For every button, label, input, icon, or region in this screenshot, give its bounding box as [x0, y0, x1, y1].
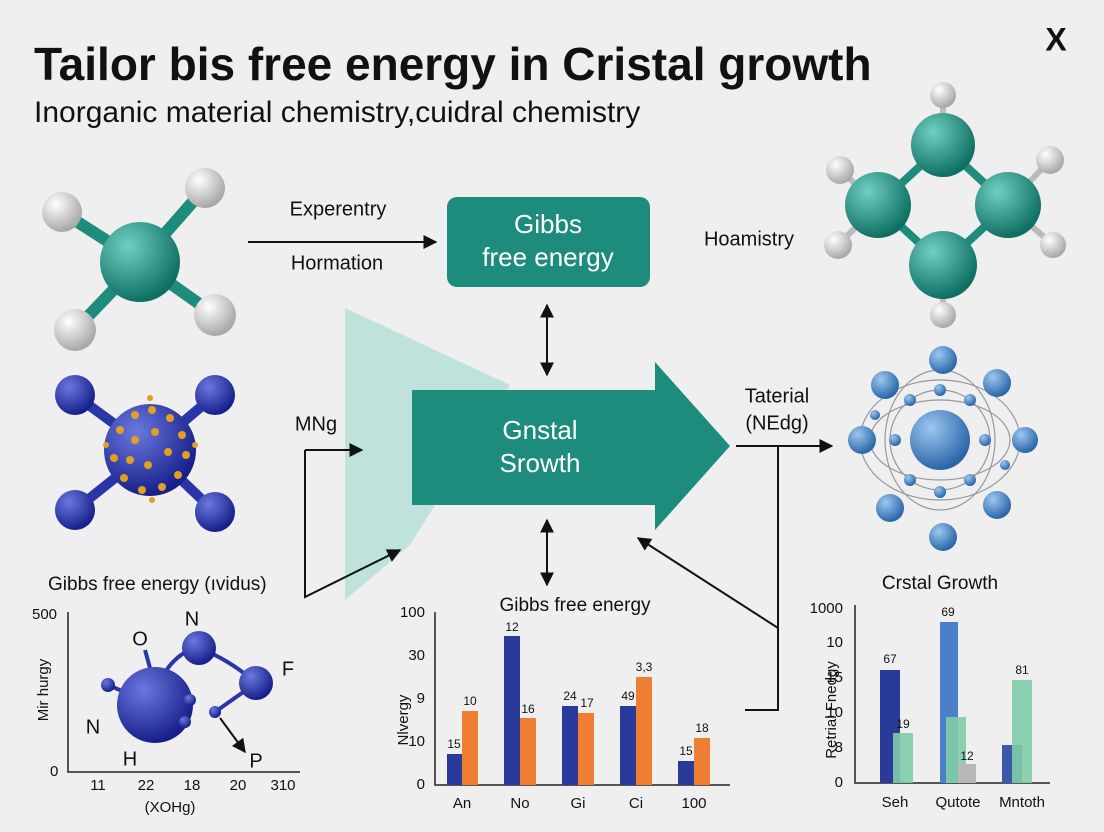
right-chart: Crstal Growth 1000 10 15 10 8 0 Retrial … [810, 573, 1050, 811]
x-tick-label: Ci [629, 795, 643, 812]
bars [447, 636, 710, 785]
bar-label: 12 [505, 620, 519, 634]
chart-title: Crstal Growth [882, 573, 998, 594]
bar-label: 17 [580, 696, 594, 710]
y-tick-label: 10 [826, 704, 843, 721]
x-tick-label: No [510, 795, 529, 812]
bar-label: 3,3 [636, 660, 653, 674]
bar-label: 19 [896, 717, 910, 731]
x-tick-label: Seh [882, 794, 909, 811]
molecule-ring [824, 82, 1066, 328]
box-label: Gibbs [514, 209, 582, 239]
atom-label: O [132, 628, 148, 650]
bar-label: 18 [695, 721, 709, 735]
y-tick-label: 10 [408, 733, 425, 750]
bars [880, 622, 1032, 783]
bar-label: 16 [521, 702, 535, 716]
atom-label: F [282, 658, 294, 680]
atom-label: N [185, 608, 199, 630]
y-tick-label: 0 [50, 763, 58, 780]
bar-label: 81 [1015, 663, 1029, 677]
x-axis-label: (XOHg) [145, 799, 196, 816]
y-tick-label: 500 [32, 606, 57, 623]
bar-label: 69 [941, 605, 955, 619]
box-label: free energy [482, 242, 614, 272]
label: MNg [295, 413, 337, 435]
x-tick-label: Mntoth [999, 794, 1045, 811]
growth-arrow [412, 362, 730, 530]
x-tick-label: 310 [270, 777, 295, 794]
label: Hormation [291, 252, 383, 274]
y-tick-label: 0 [835, 774, 843, 791]
y-tick-label: 8 [835, 739, 843, 756]
bar-label: 24 [563, 689, 577, 703]
bar-label: 67 [883, 652, 897, 666]
x-tick-label: 22 [138, 777, 155, 794]
y-axis-label: Mir hurgy [35, 658, 52, 721]
atom-label: H [123, 748, 137, 770]
y-tick-label: 10 [826, 634, 843, 651]
x-tick-label: An [453, 795, 471, 812]
close-button[interactable]: X [1045, 21, 1067, 57]
bar-label: 15 [447, 737, 461, 751]
middle-chart: Gibbs free energy 100 30 9 10 0 Nlvergy … [395, 595, 730, 812]
subtitle: Inorganic material chemistry,cuidral che… [34, 96, 640, 129]
label: Hoamistry [704, 228, 794, 250]
atom-label: N [86, 716, 100, 738]
y-axis-label: Nlvergy [395, 694, 412, 745]
molecule-tetrahedral [42, 168, 236, 351]
x-tick-label: 11 [90, 777, 106, 794]
left-chart: Gibbs free energy (ıvidus) 500 0 Mir hur… [32, 574, 300, 816]
bar-label: 10 [463, 694, 477, 708]
x-tick-label: 18 [184, 777, 201, 794]
bar-label: 12 [960, 749, 974, 763]
label: Experentry [290, 198, 387, 220]
y-tick-label: 0 [417, 776, 425, 793]
chart-title: Gibbs free energy (ıvidus) [48, 574, 267, 595]
box-label: Gnstal [502, 415, 577, 445]
title: Tailor bis free energy in Cristal growth [34, 38, 872, 90]
gibbs-box [447, 197, 650, 287]
x-tick-label: 20 [230, 777, 247, 794]
y-tick-label: 1000 [810, 600, 843, 617]
atom-cluster [848, 346, 1038, 551]
y-axis-label: Retrial Fnedgy [823, 661, 840, 759]
y-tick-label: 15 [826, 669, 843, 686]
x-tick-label: Gi [571, 795, 586, 812]
x-tick-label: Qutote [935, 794, 980, 811]
x-tick-label: 100 [681, 795, 706, 812]
y-tick-label: 100 [400, 604, 425, 621]
nanoparticle [55, 375, 235, 532]
atom-label: P [249, 750, 262, 772]
connectors [248, 235, 834, 711]
bar-label: 49 [621, 689, 635, 703]
bar-label: 15 [679, 744, 693, 758]
y-tick-label: 30 [408, 647, 425, 664]
label: (NEdg) [745, 412, 808, 434]
y-tick-label: 9 [417, 690, 425, 707]
label: Taterial [745, 385, 809, 407]
box-label: Srowth [500, 448, 581, 478]
chart-title: Gibbs free energy [499, 595, 651, 616]
